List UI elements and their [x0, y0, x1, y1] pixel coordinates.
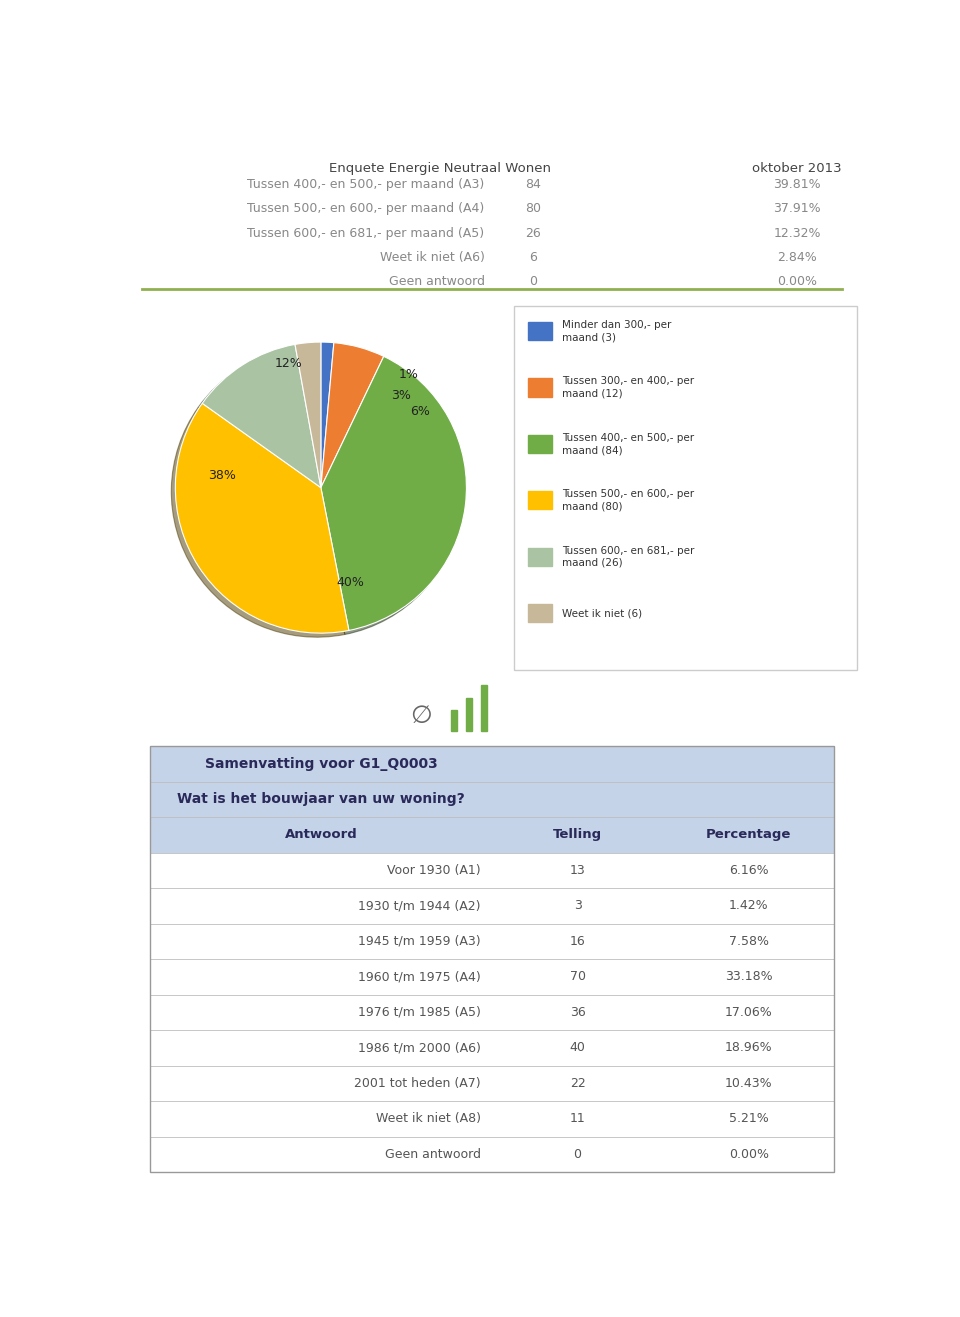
Text: 10.43%: 10.43% — [725, 1077, 773, 1090]
Text: 3: 3 — [574, 900, 582, 913]
Text: 84: 84 — [525, 178, 540, 191]
Bar — [451, 710, 457, 731]
Text: 0: 0 — [529, 275, 537, 288]
Text: oktober 2013: oktober 2013 — [753, 162, 842, 175]
Bar — [150, 959, 834, 994]
Text: Enquete Energie Neutraal Wonen: Enquete Energie Neutraal Wonen — [329, 162, 551, 175]
Text: 33.18%: 33.18% — [725, 971, 773, 984]
Text: 80: 80 — [525, 203, 540, 215]
Bar — [466, 698, 472, 731]
Text: 16: 16 — [569, 935, 586, 948]
Bar — [150, 994, 834, 1030]
Text: Voor 1930 (A1): Voor 1930 (A1) — [387, 864, 481, 877]
Text: 1930 t/m 1944 (A2): 1930 t/m 1944 (A2) — [358, 900, 481, 913]
Text: 0: 0 — [573, 1148, 582, 1160]
Text: 7.58%: 7.58% — [729, 935, 769, 948]
Bar — [150, 852, 834, 888]
Text: 6.16%: 6.16% — [729, 864, 769, 877]
Text: Weet ik niet (A6): Weet ik niet (A6) — [380, 252, 485, 265]
Bar — [150, 817, 834, 852]
Bar — [150, 747, 834, 782]
Text: 17.06%: 17.06% — [725, 1006, 773, 1019]
Text: Telling: Telling — [553, 828, 602, 842]
Text: Samenvatting voor G1_Q0003: Samenvatting voor G1_Q0003 — [204, 757, 437, 770]
Bar — [150, 888, 834, 923]
Text: 1976 t/m 1985 (A5): 1976 t/m 1985 (A5) — [358, 1006, 481, 1019]
Text: 12.32%: 12.32% — [774, 227, 821, 240]
Text: Wat is het bouwjaar van uw woning?: Wat is het bouwjaar van uw woning? — [177, 793, 465, 806]
Bar — [150, 1101, 834, 1137]
Text: 40: 40 — [569, 1042, 586, 1055]
Text: Tussen 400,- en 500,- per maand (A3): Tussen 400,- en 500,- per maand (A3) — [248, 178, 485, 191]
Text: Antwoord: Antwoord — [284, 828, 357, 842]
Text: 1960 t/m 1975 (A4): 1960 t/m 1975 (A4) — [358, 971, 481, 984]
Text: Tussen 600,- en 681,- per maand (A5): Tussen 600,- en 681,- per maand (A5) — [248, 227, 485, 240]
Text: 6: 6 — [529, 252, 537, 265]
Text: 37.91%: 37.91% — [773, 203, 821, 215]
Text: Weet ik niet (A8): Weet ik niet (A8) — [375, 1113, 481, 1126]
Text: 22: 22 — [569, 1077, 586, 1090]
Bar — [150, 923, 834, 959]
Text: 11: 11 — [569, 1113, 586, 1126]
Text: 0.00%: 0.00% — [729, 1148, 769, 1160]
Bar — [481, 685, 487, 731]
Bar — [150, 1137, 834, 1172]
Text: Percentage: Percentage — [706, 828, 791, 842]
Text: 2.84%: 2.84% — [778, 252, 817, 265]
Text: 1986 t/m 2000 (A6): 1986 t/m 2000 (A6) — [358, 1042, 481, 1055]
Text: 13: 13 — [569, 864, 586, 877]
Text: Geen antwoord: Geen antwoord — [389, 275, 485, 288]
Bar — [150, 1065, 834, 1101]
Text: 70: 70 — [569, 971, 586, 984]
Text: ∅: ∅ — [411, 703, 432, 728]
Bar — [150, 782, 834, 817]
Text: 2001 tot heden (A7): 2001 tot heden (A7) — [354, 1077, 481, 1090]
Text: 36: 36 — [569, 1006, 586, 1019]
Text: 26: 26 — [525, 227, 540, 240]
Text: 39.81%: 39.81% — [773, 178, 821, 191]
Text: 18.96%: 18.96% — [725, 1042, 773, 1055]
Text: 5.21%: 5.21% — [729, 1113, 769, 1126]
Text: 0.00%: 0.00% — [777, 275, 817, 288]
Text: Tussen 500,- en 600,- per maand (A4): Tussen 500,- en 600,- per maand (A4) — [248, 203, 485, 215]
Text: 1.42%: 1.42% — [729, 900, 769, 913]
Text: 1945 t/m 1959 (A3): 1945 t/m 1959 (A3) — [358, 935, 481, 948]
Bar — [150, 1030, 834, 1065]
Text: Geen antwoord: Geen antwoord — [385, 1148, 481, 1160]
